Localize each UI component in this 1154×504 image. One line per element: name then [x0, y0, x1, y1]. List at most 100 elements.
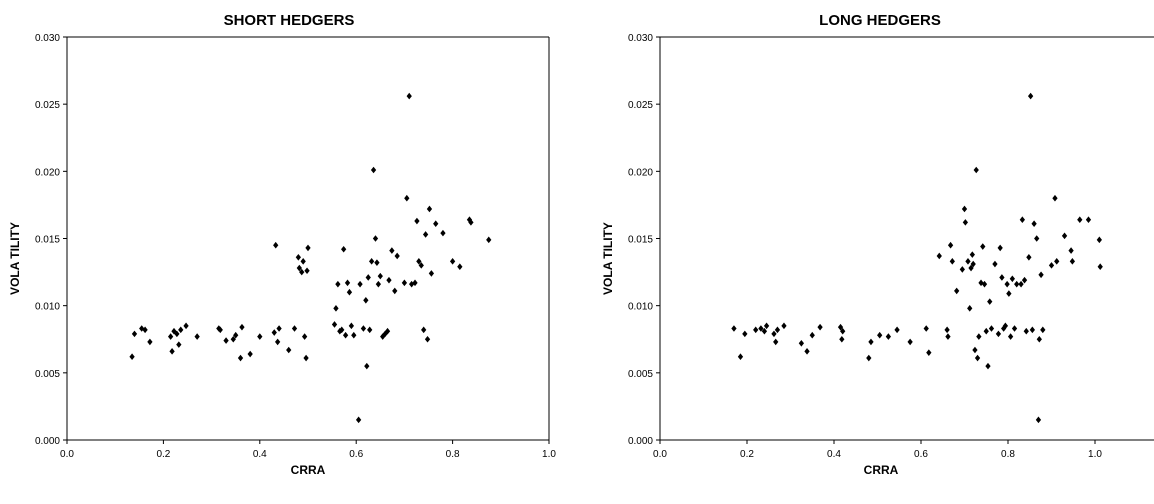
data-point — [992, 260, 998, 268]
data-point — [781, 322, 787, 330]
data-point — [394, 252, 400, 260]
data-point — [1027, 92, 1034, 100]
data-point — [449, 258, 456, 265]
data-point — [1023, 327, 1029, 335]
data-point — [877, 331, 883, 339]
data-point — [386, 276, 392, 284]
data-point — [274, 338, 281, 346]
data-point — [1052, 194, 1058, 202]
y-tick-label: 0.030 — [35, 33, 60, 44]
data-point — [1014, 280, 1020, 288]
data-point — [412, 279, 418, 287]
data-point — [304, 267, 310, 275]
data-point — [817, 323, 823, 331]
y-axis-label: VOLA TILITY — [601, 222, 615, 295]
data-point — [968, 264, 974, 272]
data-point — [1019, 216, 1025, 223]
data-point — [374, 259, 380, 266]
data-point — [414, 217, 420, 225]
data-point — [416, 258, 422, 265]
chart-title: SHORT HEDGERS — [224, 12, 355, 29]
chart-title: LONG HEDGERS — [819, 12, 941, 29]
data-point — [174, 330, 180, 338]
y-tick-label: 0.000 — [35, 436, 60, 447]
data-point — [987, 298, 993, 305]
y-tick-label: 0.005 — [35, 369, 60, 380]
data-point — [271, 329, 277, 336]
data-point — [364, 362, 370, 370]
data-point — [923, 325, 929, 332]
x-tick-label: 0.4 — [827, 449, 841, 460]
data-point — [389, 247, 395, 254]
data-point — [357, 280, 363, 288]
data-point — [753, 326, 759, 334]
data-point — [223, 337, 229, 344]
data-point — [868, 338, 874, 346]
y-tick-label: 0.015 — [35, 235, 60, 246]
x-tick-label: 0.6 — [349, 449, 363, 460]
data-point — [348, 322, 355, 330]
data-point — [936, 252, 942, 260]
x-tick-label: 0.0 — [60, 449, 74, 460]
data-point — [1002, 322, 1009, 330]
data-point — [731, 325, 737, 332]
data-point — [840, 327, 846, 335]
y-tick-label: 0.020 — [628, 167, 653, 178]
chart-short-hedgers: SHORT HEDGERS 0.0 0.2 0.4 0.6 0.8 1.0 0.000 0.00… — [8, 12, 556, 477]
y-tick-label: 0.025 — [35, 100, 60, 111]
data-point — [771, 330, 777, 338]
data-point — [1021, 276, 1028, 284]
data-point — [367, 326, 373, 334]
data-point — [1077, 216, 1083, 223]
data-point — [421, 326, 427, 334]
data-point — [392, 287, 398, 295]
data-point — [761, 327, 768, 335]
data-point — [742, 330, 748, 338]
data-point — [798, 339, 805, 347]
data-point — [1007, 333, 1014, 340]
data-point — [131, 330, 138, 338]
y-tick-label: 0.010 — [628, 302, 653, 313]
data-point — [286, 346, 292, 354]
data-point — [339, 326, 345, 334]
data-point — [291, 325, 298, 332]
data-point — [763, 322, 770, 330]
data-point — [981, 280, 988, 288]
data-point — [237, 354, 244, 362]
data-point — [973, 166, 979, 174]
data-point — [370, 166, 377, 174]
data-point — [1048, 262, 1055, 269]
data-point — [965, 258, 971, 265]
data-point — [355, 416, 362, 424]
data-point — [301, 333, 308, 340]
data-point — [440, 229, 446, 237]
data-point — [967, 305, 973, 312]
x-tick-label: 0.4 — [253, 449, 267, 460]
data-point — [342, 331, 349, 339]
data-point — [341, 245, 347, 253]
data-point — [365, 274, 371, 281]
data-point — [970, 260, 976, 268]
data-point — [300, 258, 306, 265]
data-point — [247, 350, 253, 358]
data-point — [167, 333, 174, 340]
data-point — [1029, 326, 1035, 334]
data-point — [774, 326, 781, 334]
data-point — [1069, 258, 1076, 265]
data-point — [983, 327, 989, 335]
data-point — [1040, 326, 1046, 334]
data-point — [972, 346, 978, 354]
data-point — [976, 333, 982, 340]
data-point — [1026, 254, 1032, 261]
data-point — [737, 353, 744, 361]
data-point — [230, 335, 236, 343]
data-point — [926, 349, 932, 356]
y-tick-label: 0.000 — [628, 436, 653, 447]
data-point — [837, 323, 844, 331]
data-point — [949, 258, 955, 265]
data-point — [985, 362, 991, 370]
data-point — [239, 323, 245, 331]
data-point — [171, 327, 177, 335]
data-point — [344, 279, 351, 287]
data-point — [809, 331, 815, 339]
